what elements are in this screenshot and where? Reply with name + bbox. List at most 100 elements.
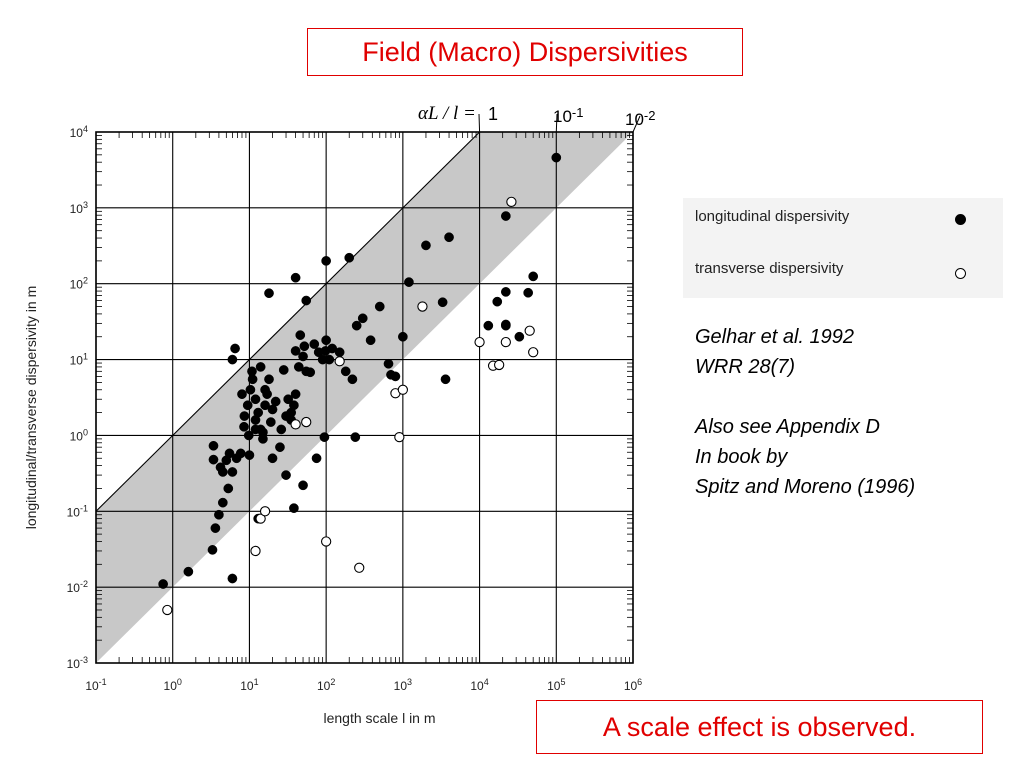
longitudinal-data-point (295, 330, 306, 340)
ratio-leader-line (632, 115, 641, 133)
y-tick-label: 100 (70, 427, 88, 443)
plot-frame (95, 131, 634, 664)
longitudinal-data-point (324, 354, 335, 365)
longitudinal-data-point (270, 396, 281, 407)
longitudinal-data-point (351, 320, 362, 331)
longitudinal-data-point (334, 347, 345, 358)
longitudinal-data-point (281, 470, 291, 480)
ratio-line-1 (96, 132, 481, 512)
citation-line: Also see Appendix D (695, 416, 880, 438)
open-circle-icon (955, 268, 966, 279)
longitudinal-data-point (224, 448, 235, 459)
ratio-lines-label: αL / l = (418, 103, 476, 124)
longitudinal-data-point (289, 503, 299, 513)
transverse-data-point (290, 419, 301, 430)
y-tick-label: 10-3 (67, 655, 88, 671)
citation-line: Spitz and Moreno (1996) (695, 476, 916, 498)
citation-line: In book by (695, 446, 788, 468)
transverse-data-point (259, 506, 271, 517)
x-tick-label: 100 (164, 677, 182, 693)
x-tick-label: 103 (394, 677, 412, 693)
axis-label-layer: αL / l = 1 length scale l in m longitudinal… (23, 103, 641, 726)
transverse-data-point (506, 196, 517, 208)
x-tick-label: 106 (624, 677, 642, 693)
longitudinal-data-point (227, 354, 238, 365)
longitudinal-data-point (404, 277, 414, 287)
longitudinal-data-point (255, 362, 266, 372)
longitudinal-data-point (383, 358, 394, 369)
conclusion-note: A scale effect is observed. (536, 700, 983, 754)
x-tick-label: 104 (470, 677, 488, 693)
longitudinal-data-point (340, 366, 351, 377)
y-tick-label: 104 (70, 124, 88, 140)
longitudinal-data-point (235, 448, 246, 459)
citation-line: WRR 28(7) (695, 356, 796, 378)
tick-label-layer: 10-1 100 101 102 103 104 105 106 10-3 10-2 10-1 100… (67, 105, 656, 693)
longitudinal-data-point (528, 271, 539, 282)
longitudinal-data-point (276, 424, 287, 435)
longitudinal-data-point (275, 442, 285, 453)
longitudinal-data-point (244, 450, 255, 460)
longitudinal-data-point (264, 374, 274, 385)
longitudinal-data-point (299, 341, 310, 352)
longitudinal-data-point (483, 320, 494, 331)
transverse-data-point (354, 562, 365, 573)
transverse-data-point (255, 513, 266, 524)
longitudinal-data-point (183, 566, 194, 577)
longitudinal-data-point (500, 287, 511, 297)
y-tick-label: 102 (70, 276, 88, 292)
transverse-data-point (394, 431, 405, 443)
data-point-layer (158, 152, 562, 616)
longitudinal-data-point (444, 232, 454, 243)
transverse-data-point (494, 359, 505, 371)
ratio-label: 1 (488, 104, 498, 124)
longitudinal-data-point (390, 371, 401, 382)
longitudinal-data-point (245, 384, 256, 395)
longitudinal-data-point (243, 430, 254, 441)
longitudinal-data-point (242, 400, 253, 411)
longitudinal-data-point (247, 366, 257, 377)
longitudinal-data-point (217, 497, 228, 508)
longitudinal-data-point (258, 427, 268, 438)
longitudinal-data-point (357, 313, 368, 324)
longitudinal-data-point (208, 440, 219, 451)
longitudinal-data-point (265, 417, 276, 427)
page-title: Field (Macro) Dispersivities (307, 28, 743, 76)
x-tick-label: 105 (547, 677, 565, 693)
transverse-data-point (301, 416, 312, 428)
longitudinal-data-point (210, 523, 221, 533)
longitudinal-data-point (440, 374, 451, 385)
longitudinal-data-point (492, 296, 503, 307)
ratio-label: 10-1 (553, 105, 583, 126)
longitudinal-data-point (158, 579, 168, 589)
longitudinal-data-point (239, 411, 250, 421)
longitudinal-data-point (290, 346, 301, 356)
transverse-data-point (397, 384, 409, 395)
shaded-band (96, 132, 633, 663)
longitudinal-data-point (347, 374, 358, 385)
transverse-data-point (417, 301, 428, 312)
y-tick-label: 10-1 (67, 503, 88, 519)
ratio-label: 10-2 (625, 108, 655, 129)
longitudinal-data-point (230, 343, 240, 354)
legend: longitudinal dispersivity transverse dis… (683, 198, 1003, 298)
longitudinal-data-point (260, 384, 270, 395)
shaded-band-layer (96, 132, 633, 663)
filled-circle-icon (955, 214, 966, 225)
ratio-leader-line (478, 113, 481, 133)
longitudinal-data-point (514, 331, 525, 342)
longitudinal-data-point (309, 339, 320, 349)
longitudinal-data-point (239, 421, 249, 432)
longitudinal-data-point (237, 389, 247, 400)
y-tick-label: 10-2 (67, 579, 88, 595)
longitudinal-data-point (217, 467, 228, 477)
transverse-data-point (250, 545, 261, 557)
legend-label-transverse: transverse dispersivity (695, 260, 844, 277)
longitudinal-data-point (311, 453, 322, 464)
longitudinal-data-point (500, 211, 511, 221)
longitudinal-data-point (344, 252, 355, 263)
longitudinal-data-point (250, 415, 261, 425)
transverse-data-point (474, 336, 485, 348)
transverse-data-point (162, 604, 173, 616)
